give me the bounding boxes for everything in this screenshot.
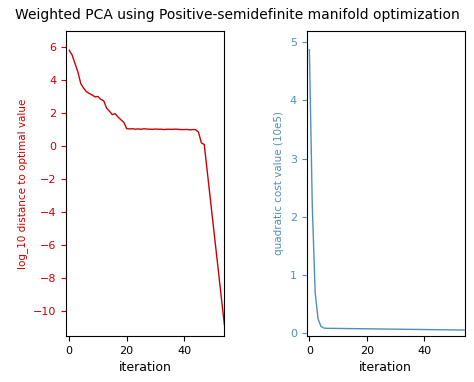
Y-axis label: quadratic cost value (10e5): quadratic cost value (10e5): [274, 112, 284, 255]
Text: Weighted PCA using Positive-semidefinite manifold optimization: Weighted PCA using Positive-semidefinite…: [15, 8, 459, 22]
Y-axis label: log_10 distance to optimal value: log_10 distance to optimal value: [17, 98, 27, 269]
X-axis label: iteration: iteration: [119, 361, 172, 374]
X-axis label: iteration: iteration: [359, 361, 412, 374]
